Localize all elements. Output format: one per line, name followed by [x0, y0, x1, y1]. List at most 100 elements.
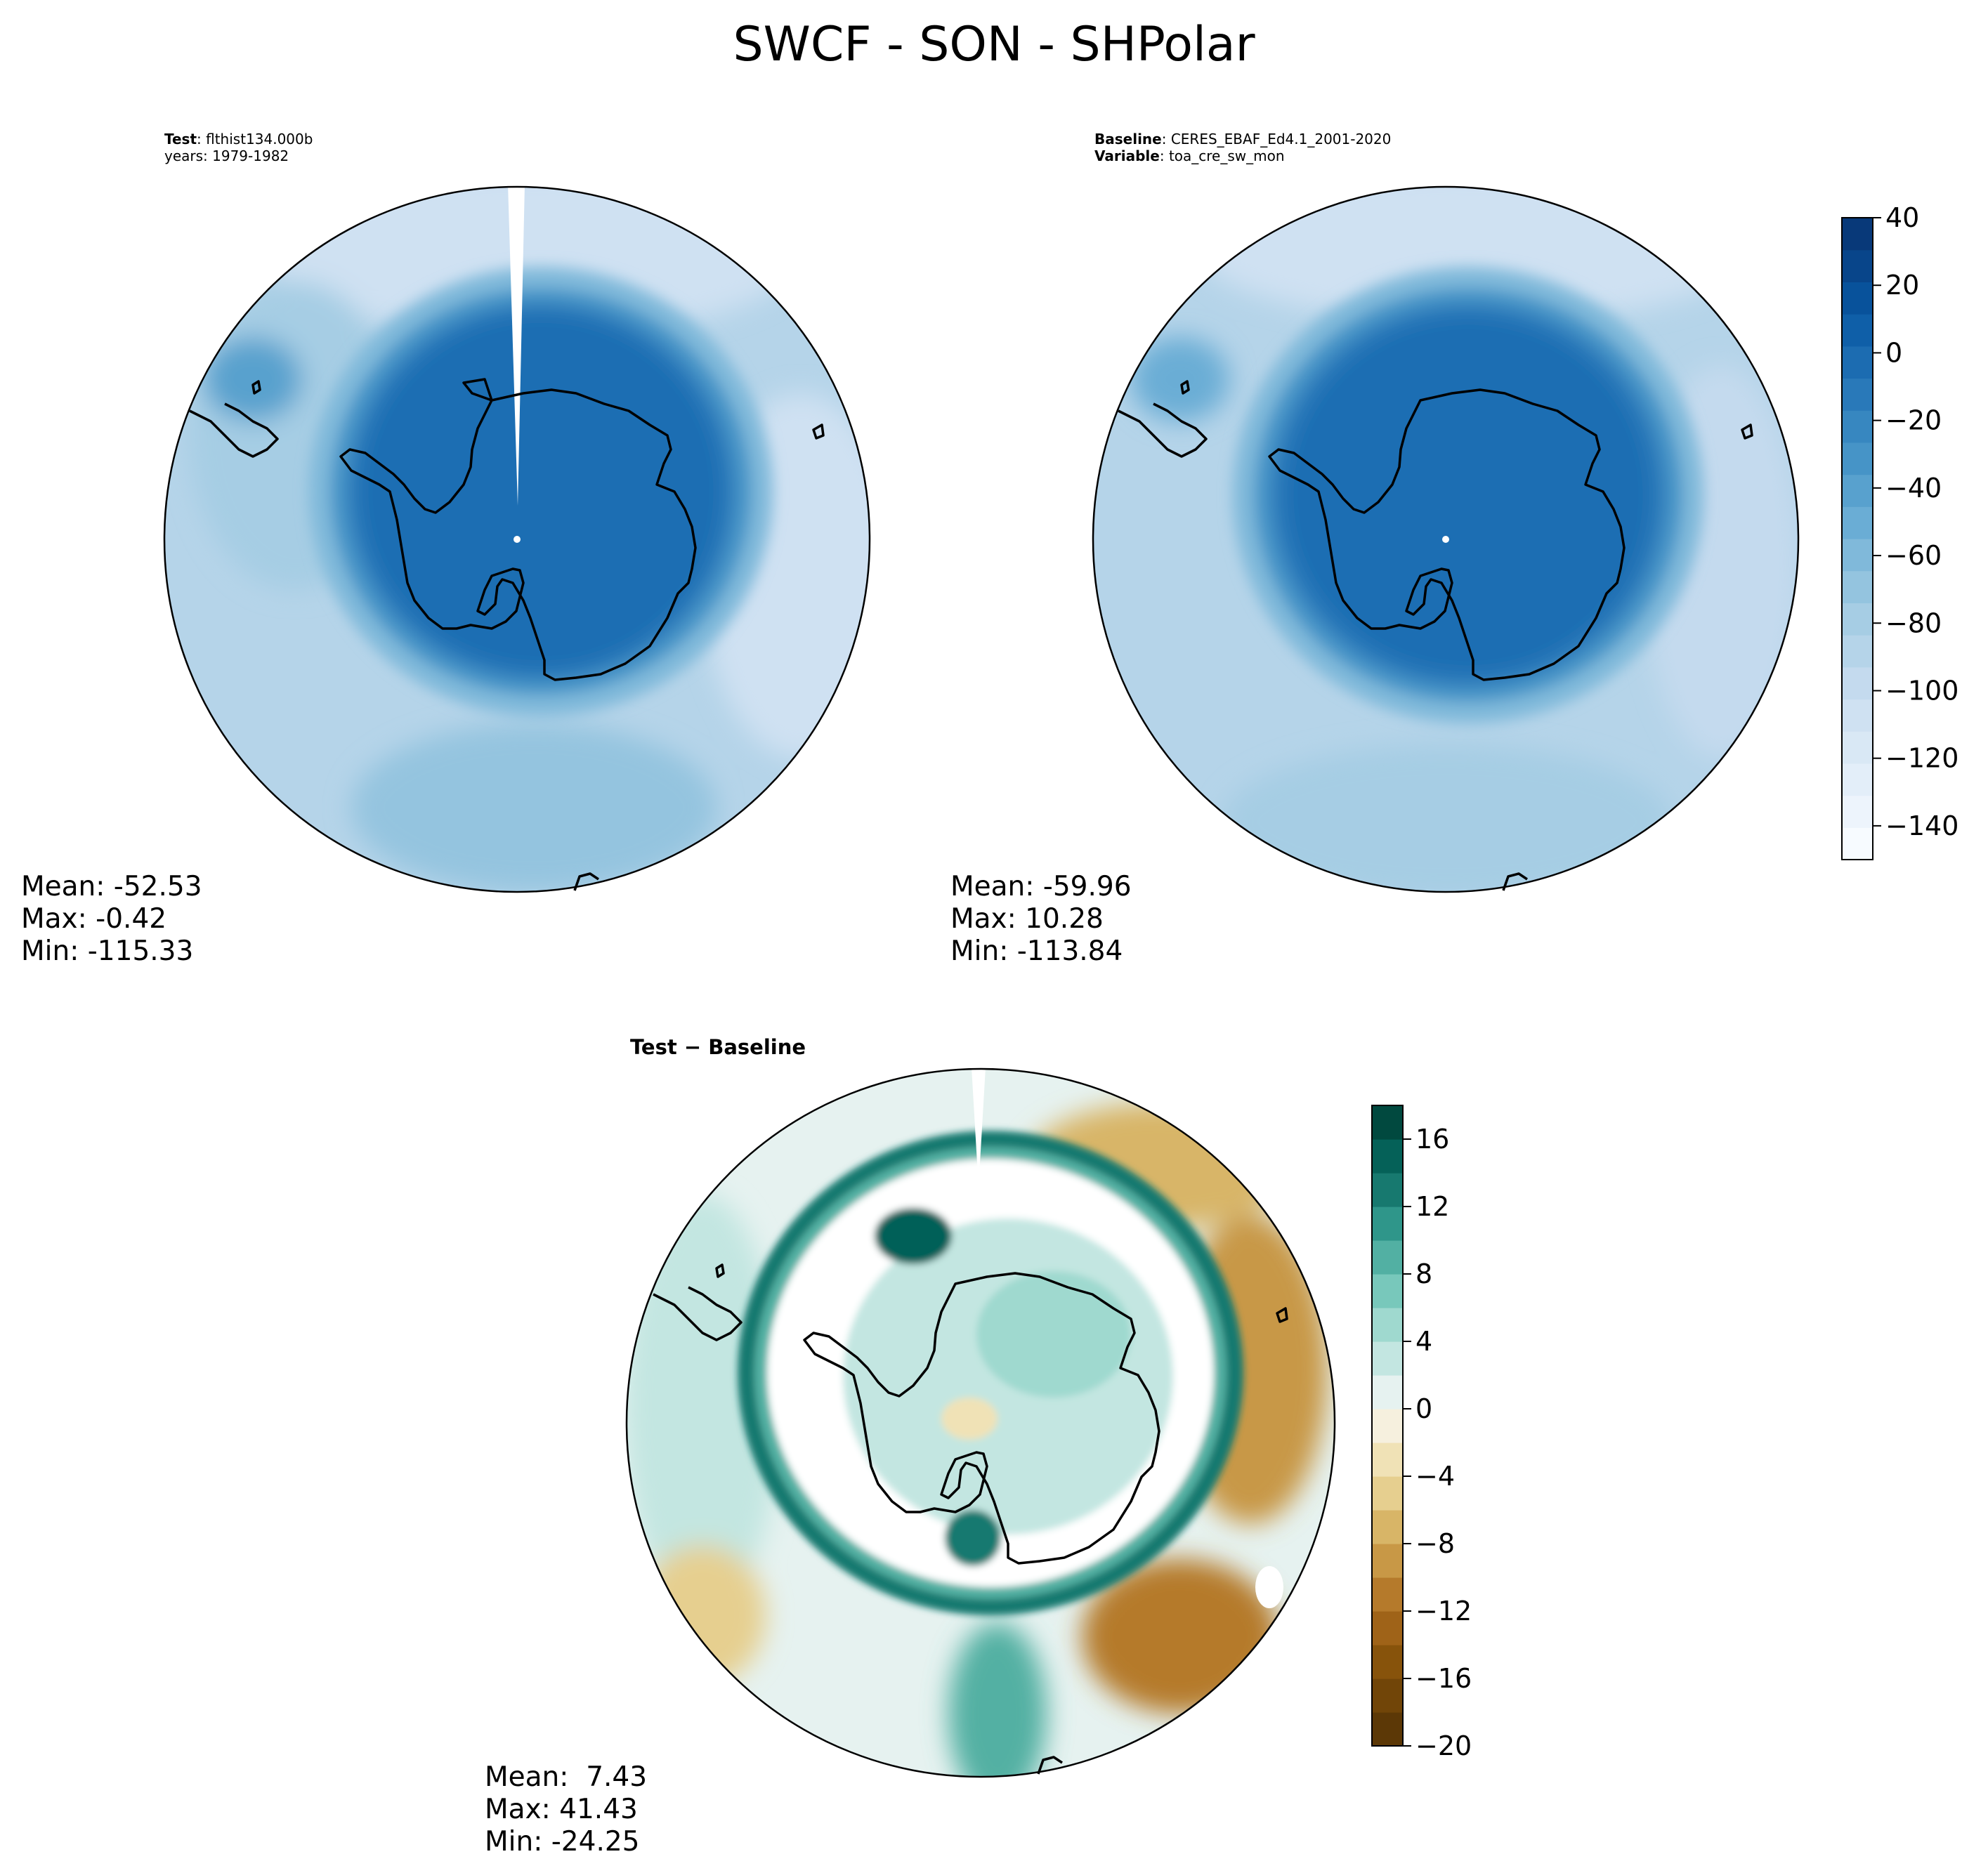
baseline-map-boundary	[1092, 185, 1800, 893]
main-colorbar-segment	[1842, 474, 1873, 507]
diff-colorbar-tick-label: −16	[1415, 1663, 1472, 1694]
diff-mean: Mean: 7.43	[485, 1761, 648, 1793]
main-colorbar-tick-label: −80	[1885, 607, 1942, 638]
diff-colorbar-tick-label: 16	[1415, 1124, 1449, 1155]
main-colorbar-frame	[1841, 217, 1873, 860]
baseline-australia-edge	[1502, 872, 1528, 891]
main-colorbar-segment	[1842, 827, 1873, 860]
main-colorbar-segment	[1842, 282, 1873, 315]
main-colorbar-segment	[1842, 570, 1873, 603]
diff-colorbar-tick-label: −12	[1415, 1596, 1472, 1626]
diff-pole-tan-patch	[941, 1398, 998, 1440]
diff-colorbar-frame	[1371, 1105, 1404, 1747]
diff-colorbar-segment	[1372, 1712, 1403, 1747]
main-colorbar-tick-label: 20	[1885, 270, 1919, 301]
test-kerguelen-outline	[812, 423, 825, 440]
diff-missing-data-wedge	[972, 1069, 986, 1187]
diff-colorbar-segment	[1372, 1409, 1403, 1443]
main-colorbar-tick-label: −40	[1885, 473, 1942, 504]
diff-colorbar-segment	[1372, 1105, 1403, 1140]
main-colorbar-tick-label: −140	[1885, 810, 1958, 841]
diff-colorbar-tick-label: −20	[1415, 1730, 1472, 1761]
main-colorbar-segment	[1842, 249, 1873, 282]
test-map-boundary	[163, 185, 871, 893]
baseline-mean: Mean: -59.96	[950, 871, 1132, 902]
test-max: Max: -0.42	[21, 903, 167, 935]
diff-colorbar: 16 12 8 4 0 −4 −8 −12 −16 −20	[1371, 1105, 1472, 1761]
diff-southwest-tan-patch	[639, 1545, 766, 1685]
diff-max: Max: 41.43	[485, 1794, 638, 1825]
test-missing-data-wedge	[508, 187, 525, 506]
baseline-continent-zone	[1287, 318, 1649, 672]
diff-colorbar-tick-label: 12	[1415, 1191, 1449, 1222]
diff-kerguelen-outline	[1276, 1307, 1288, 1323]
main-colorbar-segment	[1842, 218, 1873, 251]
diff-colorbar-segment	[1372, 1207, 1403, 1241]
diff-colorbar-segment	[1372, 1375, 1403, 1409]
diff-colorbar-segment	[1372, 1139, 1403, 1174]
baseline-falklands-outline	[1180, 380, 1190, 395]
diff-colorbar-segment	[1372, 1510, 1403, 1544]
test-coast-detail	[462, 378, 493, 402]
diff-colorbar-tick-label: 0	[1415, 1393, 1432, 1424]
diff-colorbar-segment	[1372, 1611, 1403, 1645]
main-colorbar-segment	[1842, 442, 1873, 475]
diff-map-boundary	[625, 1067, 1336, 1778]
test-peninsula-patch	[204, 337, 302, 421]
baseline-variable-text: : toa_cre_sw_mon	[1159, 147, 1285, 164]
diff-colorbar-tick-label: 8	[1415, 1258, 1432, 1289]
main-colorbar-segment	[1842, 795, 1873, 828]
baseline-label-text: : CERES_EBAF_Ed4.1_2001-2020	[1161, 131, 1392, 147]
diff-colorbar-segment	[1372, 1544, 1403, 1578]
main-colorbar-tick-label: −100	[1885, 675, 1958, 706]
baseline-south-mid-patch	[1222, 744, 1672, 892]
baseline-map	[1092, 185, 1800, 893]
diff-colorbar-tick-label: 4	[1415, 1326, 1432, 1357]
main-colorbar-segment	[1842, 346, 1873, 379]
test-pole-marker	[514, 536, 521, 543]
diff-falklands-outline	[715, 1263, 725, 1278]
main-colorbar-tick-label: 0	[1885, 337, 1902, 368]
figure-title: SWCF - SON - SHPolar	[733, 17, 1255, 72]
diff-colorbar-segment	[1372, 1678, 1403, 1713]
main-colorbar-segment	[1842, 731, 1873, 764]
test-continent-zone	[362, 316, 720, 667]
diff-colorbar-segment	[1372, 1577, 1403, 1612]
baseline-pole-marker	[1442, 536, 1449, 543]
diff-min: Min: -24.25	[485, 1826, 640, 1858]
diff-south-america-outline	[653, 1286, 743, 1341]
test-mean: Mean: -52.53	[21, 871, 202, 902]
diff-title: Test − Baseline	[630, 1035, 806, 1059]
main-colorbar-tick-label: −20	[1885, 405, 1942, 436]
main-colorbar-segment	[1842, 314, 1873, 347]
diff-colorbar-segment	[1372, 1240, 1403, 1275]
diff-australia-edge	[1037, 1756, 1063, 1775]
baseline-max: Max: 10.28	[950, 903, 1104, 935]
main-colorbar-segment	[1842, 699, 1873, 732]
test-falklands-outline	[251, 380, 261, 395]
diff-map	[625, 1067, 1336, 1778]
diff-colorbar-segment	[1372, 1341, 1403, 1376]
diff-colorbar-tick-label: −8	[1415, 1528, 1455, 1559]
baseline-min: Min: -113.84	[950, 935, 1123, 967]
diff-rossshelf-dark	[945, 1510, 1001, 1566]
test-label-text: : flthist134.000b	[197, 131, 313, 147]
test-label-bold: Test	[164, 131, 197, 147]
baseline-subtitle: Baseline: CERES_EBAF_Ed4.1_2001-2020 Var…	[1094, 131, 1391, 164]
main-colorbar-tick-label: 40	[1885, 202, 1919, 233]
baseline-label-bold: Baseline	[1094, 131, 1162, 147]
diff-colorbar-segment	[1372, 1308, 1403, 1342]
diff-south-teal-tongue	[948, 1622, 1047, 1777]
main-colorbar-tick-label: −60	[1885, 540, 1942, 571]
diff-continent-teal-patch	[976, 1271, 1131, 1398]
diff-peninsula-dark	[875, 1208, 952, 1264]
test-map	[163, 185, 871, 893]
main-colorbar: 40 20 0 −20 −40 −60 −80 −100 −120 −140	[1841, 202, 1958, 860]
test-australia-edge	[573, 872, 599, 891]
baseline-antarctica-outline	[1268, 388, 1626, 681]
main-colorbar-tick-label: −120	[1885, 743, 1958, 774]
test-stats: Mean: -52.53 Max: -0.42 Min: -115.33	[21, 871, 202, 968]
main-colorbar-segment	[1842, 506, 1873, 539]
